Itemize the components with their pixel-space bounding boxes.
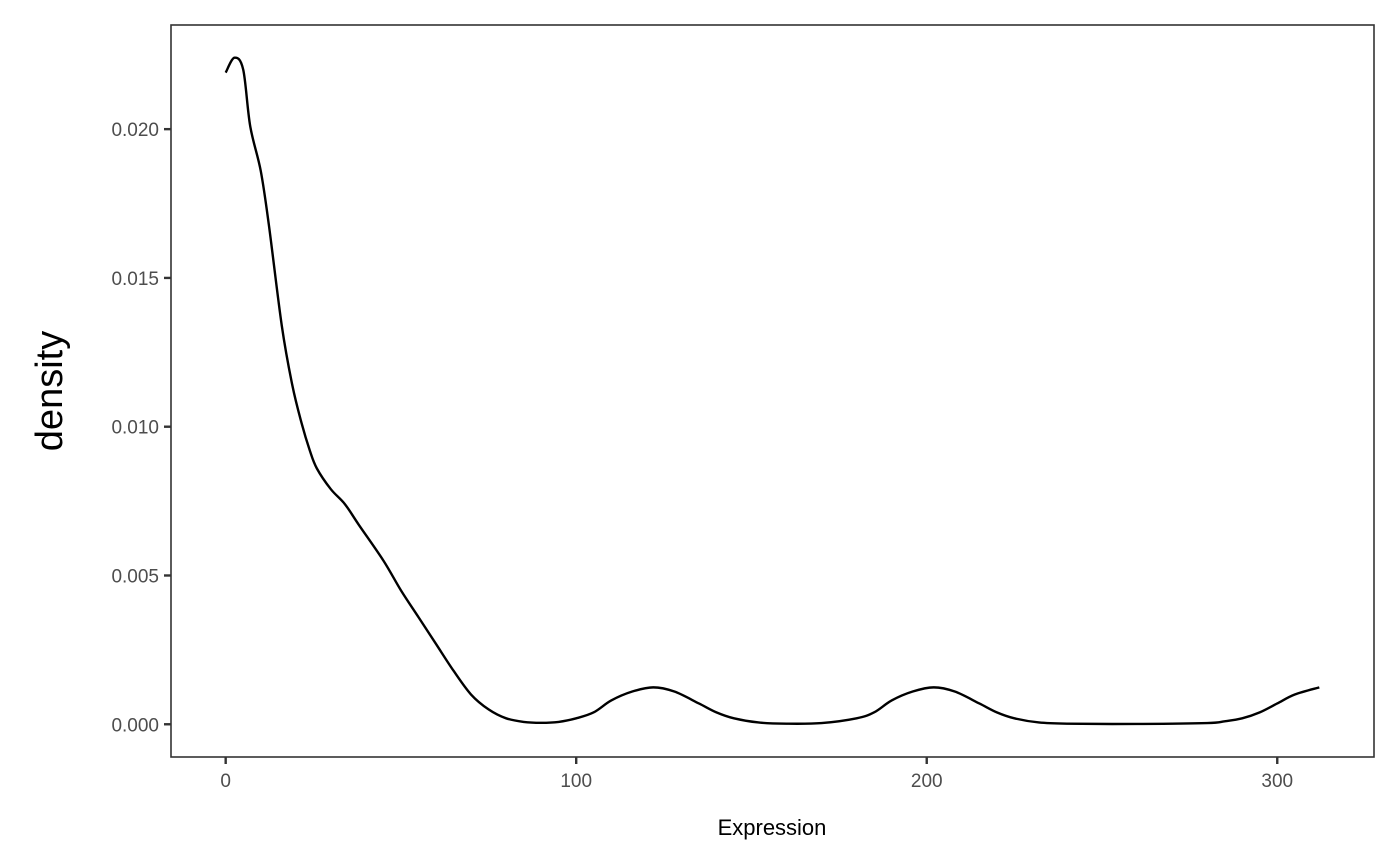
- x-axis-title: Expression: [718, 815, 827, 840]
- x-tick-label: 0: [220, 771, 231, 792]
- y-tick-label: 0.020: [111, 120, 159, 141]
- density-line: [224, 56, 1320, 726]
- y-axis-title: density: [29, 331, 71, 451]
- x-tick-label: 200: [911, 771, 943, 792]
- y-tick-label: 0.005: [111, 566, 159, 587]
- y-tick-label: 0.015: [111, 269, 159, 290]
- y-tick-label: 0.000: [111, 715, 159, 736]
- y-axis: 0.000 0.005 0.010 0.015 0.020: [111, 120, 171, 736]
- plot-panel: [170, 24, 1375, 758]
- y-tick-label: 0.010: [111, 418, 159, 439]
- x-tick-label: 300: [1261, 771, 1293, 792]
- x-axis: 0 100 200 300: [220, 757, 1293, 792]
- x-tick-label: 100: [560, 771, 592, 792]
